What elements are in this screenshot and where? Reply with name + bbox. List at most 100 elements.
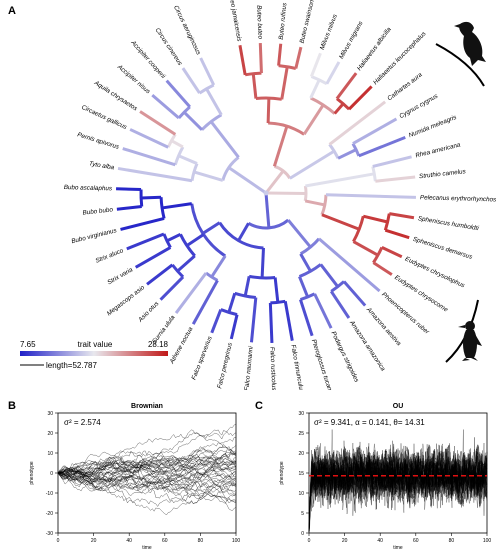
tree-branch: [279, 44, 281, 66]
tree-branch: [285, 301, 292, 340]
tree-branch: [231, 315, 237, 339]
tree-branch: [270, 303, 272, 343]
taxon-label: Strix aluco: [95, 247, 125, 265]
taxon-label: Falco naumanni: [243, 345, 254, 390]
x-tick-label: 20: [91, 538, 97, 544]
taxon-label: Tyto alba: [88, 160, 115, 171]
tree-arc: [256, 98, 282, 99]
tree-branch: [268, 98, 269, 123]
tree-branch: [178, 256, 195, 271]
tree-branch: [229, 293, 235, 312]
tree-branch: [353, 242, 377, 256]
tree-branch: [363, 216, 387, 222]
taxon-label: Bubo ascalaphus: [64, 184, 113, 192]
tree-branch: [382, 247, 402, 256]
taxon-label: Megascops asio: [106, 284, 147, 318]
tree-branch: [130, 129, 168, 147]
y-tick-label: -20: [46, 511, 53, 517]
taxon-label: Pernis apivorus: [76, 131, 120, 151]
taxon-label: Bubo bubo: [82, 206, 114, 216]
tree-arc: [373, 166, 376, 181]
x-tick-label: 100: [232, 538, 241, 544]
tree-branch: [375, 177, 415, 181]
x-tick-label: 20: [342, 538, 348, 544]
y-tick-label: 25: [298, 431, 304, 437]
brownian-series-line: [58, 424, 236, 473]
y-tick-label: 10: [298, 491, 304, 497]
legend-color-bar: [20, 351, 168, 356]
tree-branch: [211, 122, 238, 158]
x-tick-label: 80: [449, 538, 455, 544]
tree-branch: [321, 264, 338, 286]
tree-branch: [335, 104, 344, 114]
taxon-label: Accipiter nisus: [115, 63, 152, 96]
taxon-label: Spheniscus demersus: [412, 236, 474, 261]
trait-legend: 7.65 trait value 28.18 length=52.787: [20, 340, 169, 370]
tree-branch: [136, 247, 171, 267]
brownian-series: [58, 424, 236, 515]
tree-branch: [240, 45, 245, 75]
tree-branch: [338, 150, 356, 159]
brownian-ylabel: phenotype: [29, 461, 35, 485]
legend-max-label: 28.18: [148, 340, 169, 349]
tree-arc: [305, 186, 306, 201]
tree-arc: [141, 190, 142, 207]
tree-branch: [118, 168, 192, 180]
tree-branch: [304, 105, 323, 134]
y-tick-label: -30: [46, 531, 53, 537]
tree-branch: [331, 291, 349, 318]
tree-branch: [266, 171, 283, 193]
tree-branch: [141, 197, 161, 198]
tree-branch: [116, 189, 141, 190]
tree-branch: [167, 81, 190, 107]
tree-branch: [229, 168, 266, 193]
tree-branch: [206, 89, 221, 115]
tree-branch: [245, 276, 249, 296]
x-tick-label: 40: [126, 538, 132, 544]
taxon-label: Circus cinereus: [154, 27, 184, 68]
tree-branch: [311, 80, 320, 98]
tree-branch: [187, 235, 204, 246]
tree-branch: [290, 151, 334, 178]
taxon-label: Bubo virginianus: [71, 227, 119, 245]
taxon-label: Milvus migrans: [338, 19, 365, 60]
tree-arc: [279, 66, 296, 69]
y-tick-label: 30: [298, 411, 304, 417]
y-tick-label: 20: [47, 431, 53, 437]
ou-stat: σ² = 9.341, α = 0.141, θ= 14.31: [314, 418, 425, 427]
tree-branch: [373, 157, 412, 167]
taxon-label: Buteo rufinus: [278, 2, 289, 40]
x-tick-label: 60: [162, 538, 168, 544]
ou-ylabel: phenotype: [279, 461, 285, 485]
tree-branch: [120, 218, 164, 229]
tree-branch: [300, 300, 312, 336]
x-tick-label: 60: [413, 538, 419, 544]
tree-branch: [275, 278, 278, 303]
tree-branch: [326, 195, 416, 198]
tree-branch: [123, 149, 176, 165]
tree-branch: [288, 220, 310, 247]
taxon-label: Aquila chrysaetos: [92, 79, 139, 113]
taxon-label: Cygnus cygnus: [398, 92, 440, 120]
tree-arc: [330, 144, 339, 158]
tree-branch: [117, 207, 142, 210]
tree-branch: [389, 214, 414, 218]
tree-branch: [349, 86, 372, 109]
panel-b-letter: B: [8, 400, 16, 412]
taxon-label: Cathartes aura: [386, 71, 424, 102]
taxon-label: Strix varia: [106, 266, 134, 286]
taxon-label: Rhea americana: [415, 141, 462, 159]
legend-length-label: length=52.787: [46, 361, 97, 370]
tree-branch: [167, 234, 181, 241]
tree-branch: [253, 74, 256, 99]
y-tick-label: 30: [47, 411, 53, 417]
tree-branch: [212, 310, 221, 333]
ou-series: [309, 430, 487, 532]
tree-arc: [202, 115, 221, 130]
tree-arc: [301, 239, 319, 254]
tree-branch: [194, 172, 223, 180]
